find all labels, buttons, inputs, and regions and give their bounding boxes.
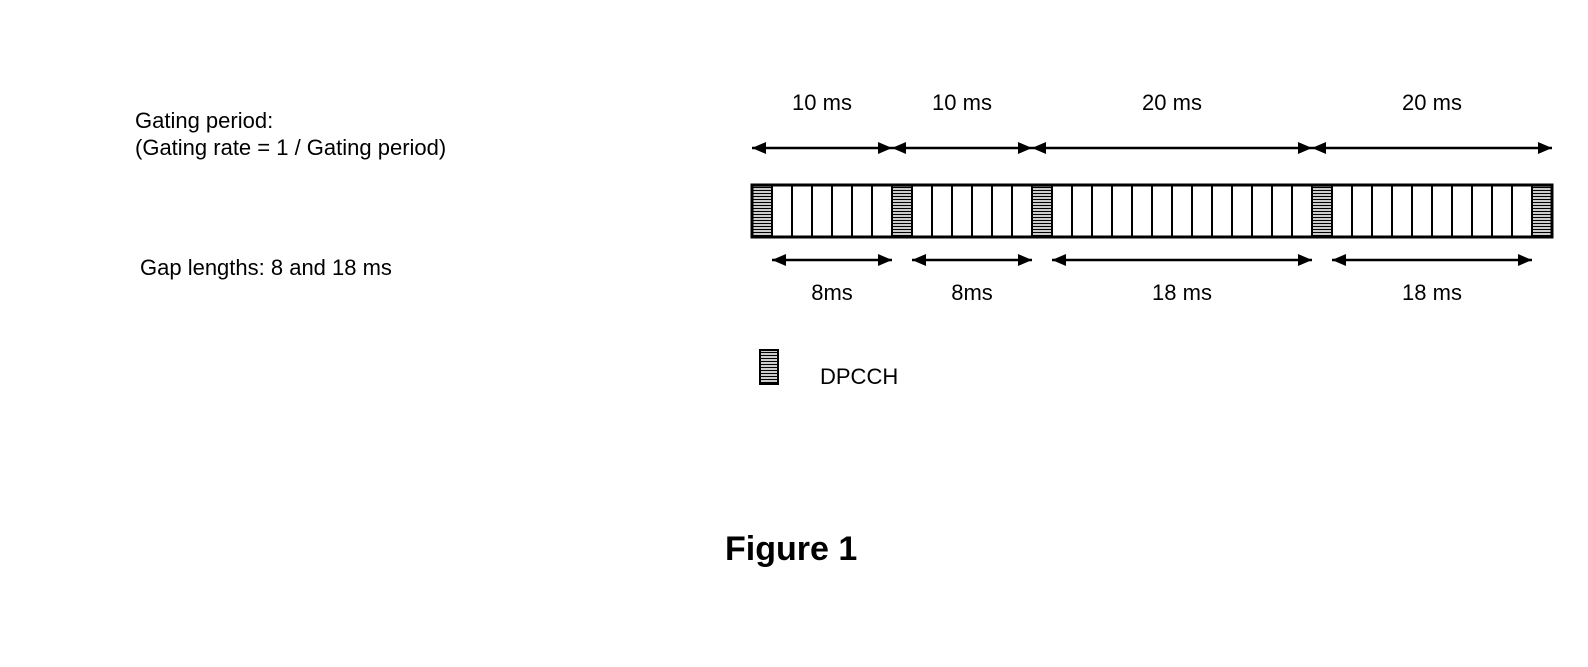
dpcch-slot bbox=[752, 185, 772, 237]
empty-slot bbox=[1332, 185, 1352, 237]
dpcch-slot bbox=[1312, 185, 1332, 237]
empty-slot bbox=[1292, 185, 1312, 237]
empty-slot bbox=[1352, 185, 1372, 237]
empty-slot bbox=[972, 185, 992, 237]
timing-diagram-svg: 10 ms 10 ms 20 ms 20 ms 8ms 8ms 18 ms 18 ms bbox=[0, 0, 1588, 667]
empty-slot bbox=[1372, 185, 1392, 237]
empty-slot bbox=[1252, 185, 1272, 237]
dpcch-slot bbox=[1532, 185, 1552, 237]
empty-slot bbox=[1472, 185, 1492, 237]
empty-slot bbox=[992, 185, 1012, 237]
gap-length-arrow bbox=[912, 254, 1032, 266]
empty-slot bbox=[1392, 185, 1412, 237]
empty-slot bbox=[832, 185, 852, 237]
empty-slot bbox=[1152, 185, 1172, 237]
empty-slot bbox=[1092, 185, 1112, 237]
empty-slot bbox=[1432, 185, 1452, 237]
gap-length-label: 18 ms bbox=[1152, 280, 1212, 305]
dpcch-slot bbox=[892, 185, 912, 237]
gating-period-label: 20 ms bbox=[1142, 90, 1202, 115]
empty-slot bbox=[1412, 185, 1432, 237]
empty-slot bbox=[1132, 185, 1152, 237]
empty-slot bbox=[1492, 185, 1512, 237]
gating-period-label: 10 ms bbox=[932, 90, 992, 115]
gating-period-arrow bbox=[892, 142, 1032, 154]
empty-slot bbox=[1052, 185, 1072, 237]
empty-slot bbox=[1072, 185, 1092, 237]
gating-period-arrow bbox=[752, 142, 892, 154]
empty-slot bbox=[1512, 185, 1532, 237]
empty-slot bbox=[1272, 185, 1292, 237]
figure-page: Gating period: (Gating rate = 1 / Gating… bbox=[0, 0, 1588, 667]
gap-length-arrow bbox=[1052, 254, 1312, 266]
empty-slot bbox=[872, 185, 892, 237]
gating-period-arrow bbox=[1032, 142, 1312, 154]
empty-slot bbox=[952, 185, 972, 237]
empty-slot bbox=[852, 185, 872, 237]
empty-slot bbox=[912, 185, 932, 237]
gating-period-label: 20 ms bbox=[1402, 90, 1462, 115]
gating-period-label: 10 ms bbox=[792, 90, 852, 115]
empty-slot bbox=[1192, 185, 1212, 237]
gap-length-label: 18 ms bbox=[1402, 280, 1462, 305]
legend-swatch-dpcch bbox=[760, 350, 778, 384]
empty-slot bbox=[1012, 185, 1032, 237]
gating-period-arrow bbox=[1312, 142, 1552, 154]
empty-slot bbox=[1452, 185, 1472, 237]
empty-slot bbox=[792, 185, 812, 237]
empty-slot bbox=[1212, 185, 1232, 237]
gap-length-label: 8ms bbox=[951, 280, 993, 305]
empty-slot bbox=[1172, 185, 1192, 237]
gap-length-label: 8ms bbox=[811, 280, 853, 305]
empty-slot bbox=[1112, 185, 1132, 237]
empty-slot bbox=[932, 185, 952, 237]
empty-slot bbox=[812, 185, 832, 237]
empty-slot bbox=[1232, 185, 1252, 237]
dpcch-slot bbox=[1032, 185, 1052, 237]
gap-length-arrow bbox=[772, 254, 892, 266]
empty-slot bbox=[772, 185, 792, 237]
gap-length-arrow bbox=[1332, 254, 1532, 266]
